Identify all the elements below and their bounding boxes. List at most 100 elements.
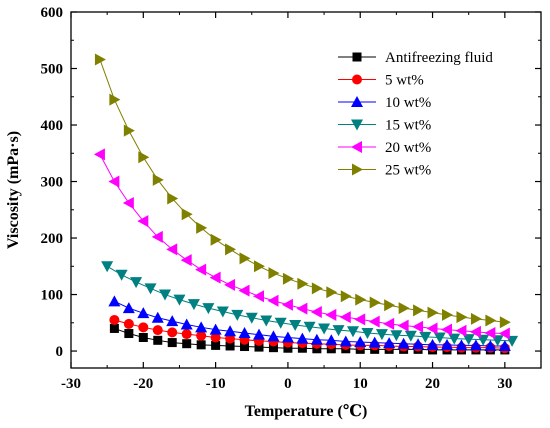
data-point xyxy=(167,327,178,338)
legend-marker xyxy=(351,96,363,107)
data-point xyxy=(152,325,163,336)
y-tick-label: 500 xyxy=(41,62,64,78)
x-tick-label: -30 xyxy=(61,376,81,392)
data-point xyxy=(123,124,135,137)
data-point xyxy=(325,334,338,346)
data-point xyxy=(254,342,264,352)
data-point xyxy=(144,283,157,295)
data-point xyxy=(167,192,179,205)
legend-label: 25 wt% xyxy=(385,163,431,179)
legend-label: 10 wt% xyxy=(385,95,431,111)
data-point xyxy=(267,330,280,342)
data-point xyxy=(267,294,279,307)
data-point xyxy=(180,254,192,267)
series-5 xyxy=(93,148,510,340)
data-point xyxy=(166,315,179,327)
data-point xyxy=(182,339,192,349)
data-point xyxy=(426,322,438,335)
series-line xyxy=(114,319,505,349)
data-point xyxy=(339,335,352,347)
data-point xyxy=(130,277,143,289)
data-point xyxy=(325,308,337,321)
data-point xyxy=(361,327,374,339)
data-point xyxy=(268,267,280,280)
y-tick-label: 400 xyxy=(41,118,64,134)
data-point xyxy=(231,309,244,321)
legend-label: 20 wt% xyxy=(385,140,431,156)
data-point xyxy=(196,340,206,350)
data-point xyxy=(369,296,381,309)
data-point xyxy=(151,230,163,243)
legend-marker xyxy=(351,141,362,153)
data-point xyxy=(109,314,120,325)
data-point xyxy=(484,326,496,339)
data-point xyxy=(426,338,439,350)
legend-marker xyxy=(352,163,363,176)
data-point xyxy=(427,306,439,319)
x-tick-label: -20 xyxy=(133,376,153,392)
legend-entry: 25 wt% xyxy=(338,163,431,179)
data-point xyxy=(419,331,432,343)
x-tick-label: 20 xyxy=(425,376,440,392)
data-point xyxy=(354,336,367,348)
series-3 xyxy=(108,295,511,351)
data-point xyxy=(209,271,221,284)
data-point xyxy=(153,335,163,345)
data-point xyxy=(210,332,221,343)
legend-marker xyxy=(352,52,362,62)
data-point xyxy=(281,331,294,343)
data-point xyxy=(368,336,381,348)
y-axis-label: Viscosity (mPa·s) xyxy=(5,131,22,249)
data-point xyxy=(442,308,453,321)
data-point xyxy=(109,323,119,333)
data-point xyxy=(390,330,403,342)
series-line xyxy=(114,300,505,347)
data-point xyxy=(469,339,482,351)
data-point xyxy=(239,252,251,265)
y-tick-label: 300 xyxy=(41,175,64,191)
data-point xyxy=(152,173,164,186)
data-point xyxy=(224,325,237,337)
data-point xyxy=(210,233,222,246)
data-point xyxy=(375,329,388,341)
data-point xyxy=(240,342,250,352)
data-point xyxy=(181,329,192,340)
data-point xyxy=(498,327,510,340)
data-point xyxy=(404,330,417,342)
data-point xyxy=(477,334,490,346)
data-point xyxy=(274,317,287,329)
data-point xyxy=(196,221,208,234)
x-tick-label: 30 xyxy=(497,376,512,392)
data-point xyxy=(455,339,468,351)
data-point xyxy=(108,295,121,307)
data-point xyxy=(347,326,359,338)
legend: Antifreezing fluid 5 wt% 10 wt% 15 wt% 20 wt… xyxy=(338,50,493,179)
data-point xyxy=(216,306,229,318)
data-point xyxy=(211,340,221,350)
data-point xyxy=(94,53,106,66)
data-point xyxy=(433,332,446,344)
data-point xyxy=(253,328,265,340)
data-point xyxy=(310,333,323,345)
data-point xyxy=(137,215,149,228)
y-tick-label: 600 xyxy=(41,5,64,21)
y-tick-label: 100 xyxy=(41,288,64,304)
data-point xyxy=(238,326,251,338)
data-point xyxy=(166,243,178,256)
data-point xyxy=(124,329,134,339)
plot-area xyxy=(93,53,519,355)
data-point xyxy=(253,290,264,303)
data-point xyxy=(383,317,395,330)
data-point xyxy=(498,339,511,351)
data-point xyxy=(499,316,511,329)
data-point xyxy=(238,284,250,297)
data-point xyxy=(412,320,424,333)
data-point xyxy=(339,311,351,324)
legend-marker xyxy=(352,74,362,85)
data-point xyxy=(115,269,128,281)
data-point xyxy=(469,325,481,338)
data-point xyxy=(384,299,396,312)
legend-label: Antifreezing fluid xyxy=(385,50,493,66)
